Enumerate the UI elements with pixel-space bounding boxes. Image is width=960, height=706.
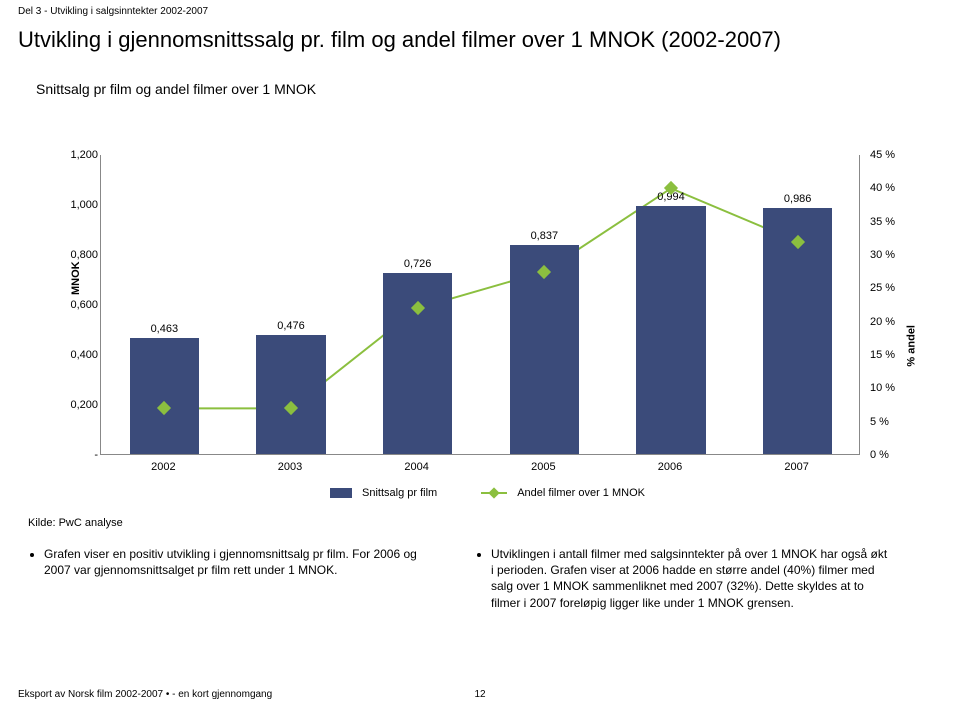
- x-axis-category: 2007: [784, 461, 808, 473]
- x-axis-category: 2006: [658, 461, 682, 473]
- chart-legend: Snittsalg pr film Andel filmer over 1 MN…: [330, 487, 645, 499]
- y-right-tick: 20 %: [870, 316, 920, 328]
- y-left-tick: -: [50, 449, 98, 461]
- section-header-small: Del 3 - Utvikling i salgsinntekter 2002-…: [0, 0, 960, 17]
- y-left-tick: 0,800: [50, 249, 98, 261]
- chart-subtitle: Snittsalg pr film og andel filmer over 1…: [0, 53, 960, 97]
- y-right-tick: 45 %: [870, 149, 920, 161]
- y-axis-left-label: MNOK: [70, 261, 82, 295]
- y-right-tick: 5 %: [870, 416, 920, 428]
- y-right-tick: 35 %: [870, 216, 920, 228]
- bar-value-label: 0,463: [151, 323, 179, 339]
- y-left-tick: 0,200: [50, 399, 98, 411]
- y-right-tick: 15 %: [870, 349, 920, 361]
- bar-value-label: 0,986: [784, 193, 812, 209]
- y-right-tick: 10 %: [870, 382, 920, 394]
- x-axis-category: 2002: [151, 461, 175, 473]
- footer-text: Eksport av Norsk film 2002-2007 • - en k…: [18, 689, 272, 700]
- y-right-tick: 25 %: [870, 282, 920, 294]
- y-right-tick: 40 %: [870, 182, 920, 194]
- y-left-tick: 1,200: [50, 149, 98, 161]
- x-axis-category: 2004: [404, 461, 428, 473]
- y-left-tick: 0,400: [50, 349, 98, 361]
- y-right-tick: 30 %: [870, 249, 920, 261]
- page-number: 12: [474, 689, 485, 700]
- chart-container: MNOK % andel 0,4630,4760,7260,8370,9940,…: [50, 155, 920, 495]
- bullet-col-right: Utviklingen i antall filmer med salgsinn…: [475, 546, 892, 611]
- bar-value-label: 0,837: [531, 230, 559, 246]
- x-axis-category: 2003: [278, 461, 302, 473]
- legend-label-bar: Snittsalg pr film: [362, 487, 437, 499]
- y-left-tick: 0,600: [50, 299, 98, 311]
- bullet-left-text: Grafen viser en positiv utvikling i gjen…: [44, 546, 445, 578]
- chart-plot-area: 0,4630,4760,7260,8370,9940,986: [100, 155, 860, 455]
- y-left-tick: 1,000: [50, 199, 98, 211]
- bar-value-label: 0,726: [404, 258, 432, 274]
- legend-swatch-bar: [330, 488, 352, 498]
- bullet-columns: Grafen viser en positiv utvikling i gjen…: [0, 546, 920, 611]
- bar-value-label: 0,476: [277, 320, 305, 336]
- legend-label-line: Andel filmer over 1 MNOK: [517, 487, 645, 499]
- bar: [130, 338, 200, 454]
- bar: [636, 206, 706, 455]
- x-axis-category: 2005: [531, 461, 555, 473]
- bullet-col-left: Grafen viser en positiv utvikling i gjen…: [28, 546, 445, 611]
- legend-swatch-line: [481, 492, 507, 494]
- page-title: Utvikling i gjennomsnittssalg pr. film o…: [0, 17, 960, 53]
- source-text: Kilde: PwC analyse: [28, 517, 123, 529]
- bullet-right-text: Utviklingen i antall filmer med salgsinn…: [491, 546, 892, 611]
- y-right-tick: 0 %: [870, 449, 920, 461]
- bar: [256, 335, 326, 454]
- line-series-svg: [101, 155, 861, 455]
